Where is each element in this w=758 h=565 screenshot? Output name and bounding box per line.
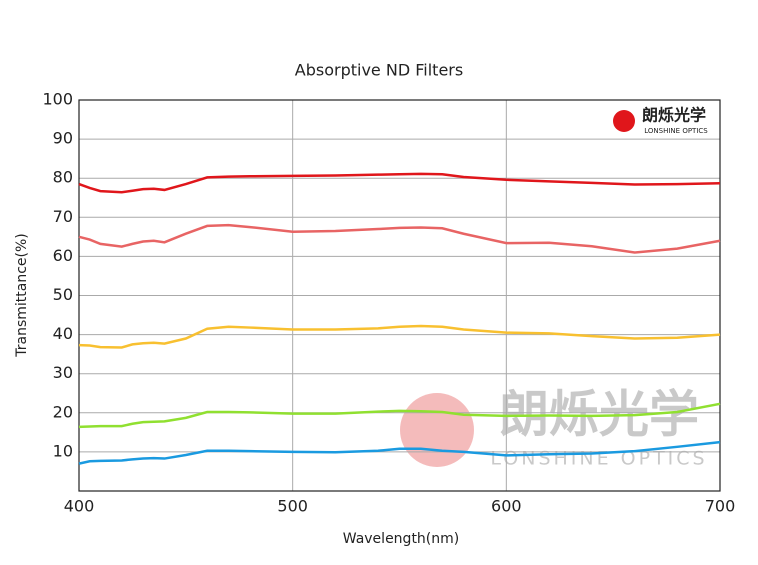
y-tick-label: 90 bbox=[53, 129, 73, 148]
y-tick-label: 100 bbox=[42, 90, 73, 109]
y-tick-label: 20 bbox=[53, 402, 73, 421]
x-tick-label: 600 bbox=[491, 497, 522, 516]
x-tick-label: 700 bbox=[705, 497, 736, 516]
y-tick-label: 40 bbox=[53, 324, 73, 343]
y-tick-label: 50 bbox=[53, 285, 73, 304]
logo-icon bbox=[613, 110, 635, 132]
plot-frame bbox=[78, 99, 721, 492]
x-tick-label: 500 bbox=[277, 497, 308, 516]
logo-name: 朗烁光学 bbox=[642, 106, 706, 125]
logo-subtitle: LONSHINE OPTICS bbox=[644, 127, 708, 135]
watermark: 朗烁光学 LONSHINE OPTICS bbox=[400, 386, 707, 470]
x-tick-label: 400 bbox=[64, 497, 95, 516]
data-line bbox=[78, 402, 721, 429]
data-line bbox=[78, 223, 721, 254]
y-axis-label: Transmittance(%) bbox=[14, 233, 30, 358]
watermark-subtitle: LONSHINE OPTICS bbox=[490, 448, 707, 470]
watermark-logo bbox=[400, 393, 474, 467]
y-tick-label: 70 bbox=[53, 207, 73, 226]
y-tick-label: 30 bbox=[53, 363, 73, 382]
y-tick-label: 60 bbox=[53, 246, 73, 265]
chart-title: Absorptive ND Filters bbox=[295, 61, 463, 80]
data-line bbox=[78, 324, 721, 349]
y-tick-label: 10 bbox=[53, 441, 73, 460]
x-axis-label: Wavelength(nm) bbox=[343, 531, 459, 547]
y-tick-label: 80 bbox=[53, 168, 73, 187]
data-line bbox=[78, 440, 721, 465]
data-line bbox=[78, 172, 721, 194]
